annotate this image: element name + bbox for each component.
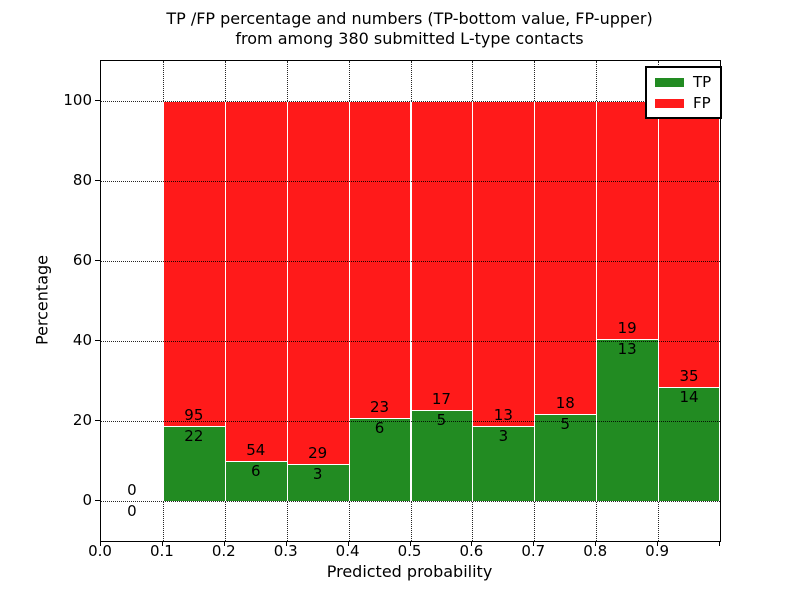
tp-count-label: 6 xyxy=(374,419,385,438)
legend-label: TP xyxy=(693,73,712,91)
horizontal-gridline xyxy=(101,421,720,422)
horizontal-gridline xyxy=(101,341,720,342)
x-tick-mark xyxy=(471,541,473,546)
fp-count-label: 35 xyxy=(679,366,699,385)
tp-bar-segment xyxy=(348,418,411,501)
horizontal-gridline xyxy=(101,501,720,502)
horizontal-gridline xyxy=(101,101,720,102)
x-tick-label: 0.4 xyxy=(335,542,360,560)
legend: TP FP xyxy=(645,66,723,119)
x-tick-label: 0.8 xyxy=(583,542,608,560)
fp-count-label: 0 xyxy=(127,481,137,499)
fp-bar-segment xyxy=(472,101,535,426)
y-tick-label: 0 xyxy=(82,491,92,509)
tp-count-label: 0 xyxy=(127,502,137,520)
legend-label: FP xyxy=(693,94,711,112)
y-tick-mark xyxy=(95,180,100,181)
x-tick-mark xyxy=(533,541,535,546)
tp-count-label: 3 xyxy=(312,464,323,483)
x-tick-mark xyxy=(347,541,349,546)
fp-bar-segment xyxy=(348,101,411,419)
x-tick-mark xyxy=(223,541,225,546)
tp-count-label: 22 xyxy=(184,426,204,445)
y-tick-mark xyxy=(95,340,100,341)
fp-legend-swatch xyxy=(655,98,684,108)
x-tick-mark xyxy=(595,541,597,546)
x-tick-mark xyxy=(719,541,720,546)
fp-bar-segment xyxy=(286,101,349,464)
fp-count-label: 13 xyxy=(493,406,513,424)
x-tick-mark xyxy=(285,541,287,546)
y-axis-label: Percentage xyxy=(32,254,52,346)
y-tick-label: 20 xyxy=(72,411,92,429)
chart-title-line1: TP /FP percentage and numbers (TP-bottom… xyxy=(166,9,653,28)
tp-count-label: 5 xyxy=(436,411,447,430)
fp-bar-segment xyxy=(410,101,473,411)
horizontal-gridline xyxy=(101,261,720,262)
x-tick-mark xyxy=(161,541,163,546)
fp-bar-segment xyxy=(596,101,659,339)
fp-count-label: 17 xyxy=(431,390,451,409)
x-axis-label: Predicted probability xyxy=(326,562,493,581)
chart-title-line2: from among 380 submitted L-type contacts xyxy=(235,29,584,48)
tp-bar-segment xyxy=(224,461,287,501)
horizontal-gridline xyxy=(101,181,720,182)
tp-bar-segment xyxy=(410,410,473,501)
tp-count-label: 5 xyxy=(560,415,571,434)
tp-bar-segment xyxy=(286,463,349,501)
fp-bar-segment xyxy=(534,101,597,415)
x-tick-label: 0.1 xyxy=(149,542,174,560)
chart-title: TP /FP percentage and numbers (TP-bottom… xyxy=(100,9,719,49)
y-tick-label: 60 xyxy=(72,251,92,269)
tp-count-label: 6 xyxy=(250,462,261,480)
y-tick-label: 100 xyxy=(63,91,92,109)
fp-bar-segment xyxy=(224,101,287,461)
y-tick-mark xyxy=(95,100,100,101)
tp-count-label: 3 xyxy=(498,427,509,445)
y-tick-label: 80 xyxy=(72,171,92,189)
legend-item: FP xyxy=(655,95,711,111)
y-tick-mark xyxy=(95,420,100,421)
y-tick-label: 40 xyxy=(72,331,92,349)
tp-bar-segment xyxy=(658,386,720,501)
plot-area: 0 0 95 22 54 6 29 3 23 6 17 5 13 3 18 5 19 13 35 14 xyxy=(100,60,721,542)
fp-bar-segment xyxy=(658,101,720,387)
fp-count-label: 29 xyxy=(308,443,328,462)
fp-count-label: 18 xyxy=(555,394,575,413)
tp-bar-segment xyxy=(472,426,535,501)
x-tick-label: 0.2 xyxy=(211,542,236,560)
y-tick-mark xyxy=(95,260,100,261)
tp-bar-segment xyxy=(534,414,597,501)
tp-count-label: 13 xyxy=(617,339,637,358)
x-tick-mark xyxy=(100,541,101,546)
fp-count-label: 23 xyxy=(370,398,390,417)
x-tick-mark xyxy=(409,541,411,546)
fp-count-label: 54 xyxy=(246,441,266,459)
x-tick-label: 0.0 xyxy=(88,542,112,560)
y-tick-mark xyxy=(95,500,100,501)
fp-count-label: 19 xyxy=(617,318,637,337)
x-tick-label: 0.6 xyxy=(459,542,484,560)
tp-count-label: 14 xyxy=(679,387,699,406)
fp-bar-segment xyxy=(162,101,225,426)
x-tick-label: 0.5 xyxy=(397,542,422,560)
x-tick-label: 0.9 xyxy=(645,542,670,560)
x-tick-label: 0.7 xyxy=(521,542,546,560)
fp-count-label: 95 xyxy=(184,405,204,424)
x-tick-mark xyxy=(657,541,659,546)
tp-bar-segment xyxy=(162,425,225,501)
legend-item: TP xyxy=(655,74,711,90)
tp-bar-segment xyxy=(596,338,659,501)
x-tick-label: 0.3 xyxy=(273,542,298,560)
tp-legend-swatch xyxy=(655,77,684,87)
